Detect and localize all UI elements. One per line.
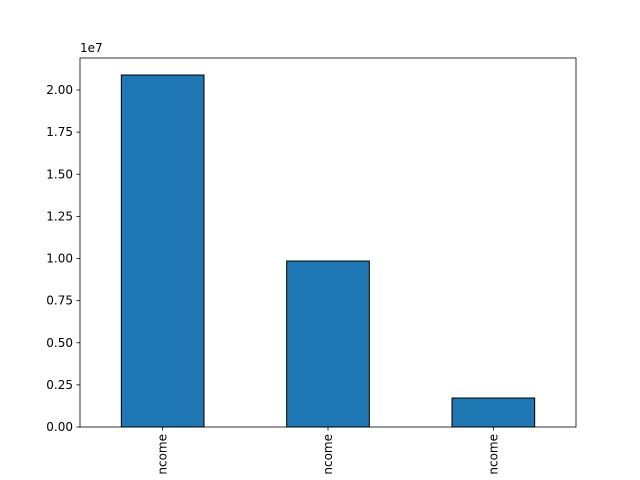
axes-frame (79, 57, 577, 428)
y-tick-label: 0.25 (46, 378, 73, 392)
y-tick-label: 0.50 (46, 336, 73, 350)
x-tick-label: ncome (321, 434, 335, 475)
y-tick-label: 0.75 (46, 294, 73, 308)
y-tick-label: 1.00 (46, 252, 73, 266)
y-tick-label: 1.25 (46, 209, 73, 223)
x-tick-label: ncome (486, 434, 500, 475)
y-tick-label: 0.00 (46, 420, 73, 434)
y-tick-label: 1.50 (46, 167, 73, 181)
x-tick-label: ncome (156, 434, 170, 475)
bar (120, 74, 205, 428)
y-offset-label: 1e7 (80, 41, 103, 55)
bar (286, 260, 370, 428)
y-tick-label: 1.75 (46, 125, 73, 139)
bar (451, 397, 536, 428)
y-tick-label: 2.00 (46, 83, 73, 97)
